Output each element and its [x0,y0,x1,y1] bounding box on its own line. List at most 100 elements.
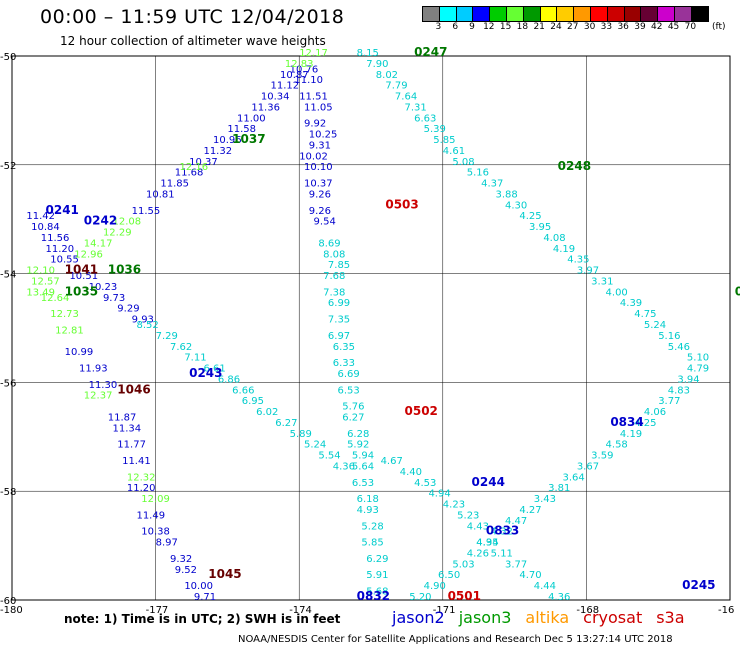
data-point-label: 9.54 [314,217,336,228]
data-point-label: 13.49 [26,287,55,298]
colorbar-labels: 3 6 9 12 15 18 21 24 27 30 33 36 39 42 45 70 [422,22,699,32]
data-point-label: 4.39 [620,298,642,309]
data-point-label: 6.63 [414,113,436,124]
data-point-label: 4.35 [567,255,589,266]
data-point-label: 4.35 [476,538,498,549]
data-point-label: 11.32 [203,146,232,157]
data-point-label: 11.30 [89,380,118,391]
data-point-label: 6.61 [203,364,225,375]
pass-time-label: 0832 [357,589,390,603]
data-point-label: 4.00 [606,287,628,298]
data-point-label: 10.37 [189,157,218,168]
data-point-label: 12.32 [127,472,156,483]
legend-entry-altika: altika [525,608,570,627]
data-point-label: 4.08 [543,233,565,244]
data-point-label: 9.73 [103,293,125,304]
colorbar-unit: (ft) [712,22,726,32]
legend-entry-jason3: jason3 [458,608,512,627]
colorbar-tick-label: 39 [634,22,646,32]
colorbar-tick-label: 30 [583,22,596,32]
pass-time-label: 1035 [65,284,98,298]
pass-time-label: 1041 [65,263,98,277]
data-point-label: 11.20 [46,244,75,255]
data-point-label: 4.53 [414,478,436,489]
data-point-label: 10.76 [290,64,319,75]
data-point-label: 3.81 [548,483,570,494]
colorbar-tick-label: 70 [684,22,697,32]
data-point-label: 6.53 [337,385,359,396]
pass-time-label: 0 [735,284,740,298]
data-point-label: 5.39 [424,124,446,135]
data-point-label: 11.34 [113,423,142,434]
data-point-label: 3.77 [658,396,680,407]
legend-entry-s3a: s3a [656,608,685,627]
data-point-label: 4.36 [548,592,570,603]
pass-time-label: 0243 [189,366,222,380]
pass-time-label: 0501 [448,589,481,603]
x-tick-label: -16 [718,605,734,616]
y-tick-label: -52 [0,161,16,172]
data-point-label: 5.89 [290,429,312,440]
data-point-label: 12.37 [84,391,113,402]
data-point-label: 3.97 [577,266,599,277]
data-point-label: 3.88 [495,189,517,200]
data-point-label: 10.37 [304,179,333,190]
data-point-label: 4.47 [505,516,527,527]
data-point-label: 6.18 [357,494,379,505]
x-tick-label: -168 [576,605,599,616]
pass-time-label: 0241 [46,203,79,217]
data-point-label: 7.62 [170,342,192,353]
data-point-label: 5.11 [491,548,513,559]
data-point-label: 4.40 [400,467,422,478]
data-point-label: 4.83 [668,385,690,396]
data-point-label: 10.10 [304,162,333,173]
data-point-label: 5.28 [361,521,383,532]
data-point-label: 8.97 [156,538,178,549]
data-point-label: 5.46 [668,342,690,353]
y-tick-label: -60 [0,596,16,607]
data-point-label: 10.38 [141,527,170,538]
data-point-label: 12.08 [113,217,142,228]
data-point-label: 5.20 [409,592,431,603]
data-point-label: 11.87 [108,412,137,423]
data-point-label: 12.64 [41,293,70,304]
data-point-label: 10.81 [146,189,175,200]
data-point-label: 9.32 [170,554,192,565]
plot-frame [11,55,731,601]
pass-time-label: 1045 [208,567,241,581]
data-point-label: 5.23 [457,510,479,521]
note-text: note: 1) Time is in UTC; 2) SWH is in fe… [64,612,341,626]
data-point-label: 6.66 [232,385,254,396]
data-point-label: 4.90 [424,581,446,592]
data-point-label: 4.75 [634,309,656,320]
data-point-label: 11.05 [304,102,333,113]
data-point-label: 10.00 [184,581,213,592]
colorbar-tick-label: 36 [617,22,629,32]
data-point-label: 4.79 [687,364,709,375]
pass-time-label: 0834 [610,415,643,429]
data-point-label: 11.41 [122,456,151,467]
data-point-label: 4.19 [620,429,642,440]
data-point-label: 3.95 [529,222,551,233]
data-point-label: 11.10 [294,75,323,86]
data-point-label: 5.24 [644,320,666,331]
y-tick-label: -56 [0,378,16,389]
data-point-label: 11.58 [227,124,256,135]
data-point-label: 7.29 [156,331,178,342]
data-point-label: 7.31 [405,102,427,113]
colorbar-tick-label: 6 [452,22,459,32]
x-tick-label: -180 [0,605,23,616]
data-point-label: 4.93 [357,505,379,516]
data-point-label: 11.42 [26,211,55,222]
pass-time-label: 1036 [108,263,141,277]
data-point-label: 4.67 [381,456,403,467]
data-point-label: 3.77 [505,559,527,570]
data-point-label: 4.94 [476,538,498,549]
data-point-label: 4.43 [467,521,489,532]
data-point-label: 5.76 [342,402,364,413]
data-point-label: 10.87 [280,70,309,81]
data-point-label: 5.10 [687,353,709,364]
data-point-label: 12.29 [103,228,132,239]
colorbar-tick-label: 42 [651,22,663,32]
data-point-label: 8.15 [357,48,379,59]
